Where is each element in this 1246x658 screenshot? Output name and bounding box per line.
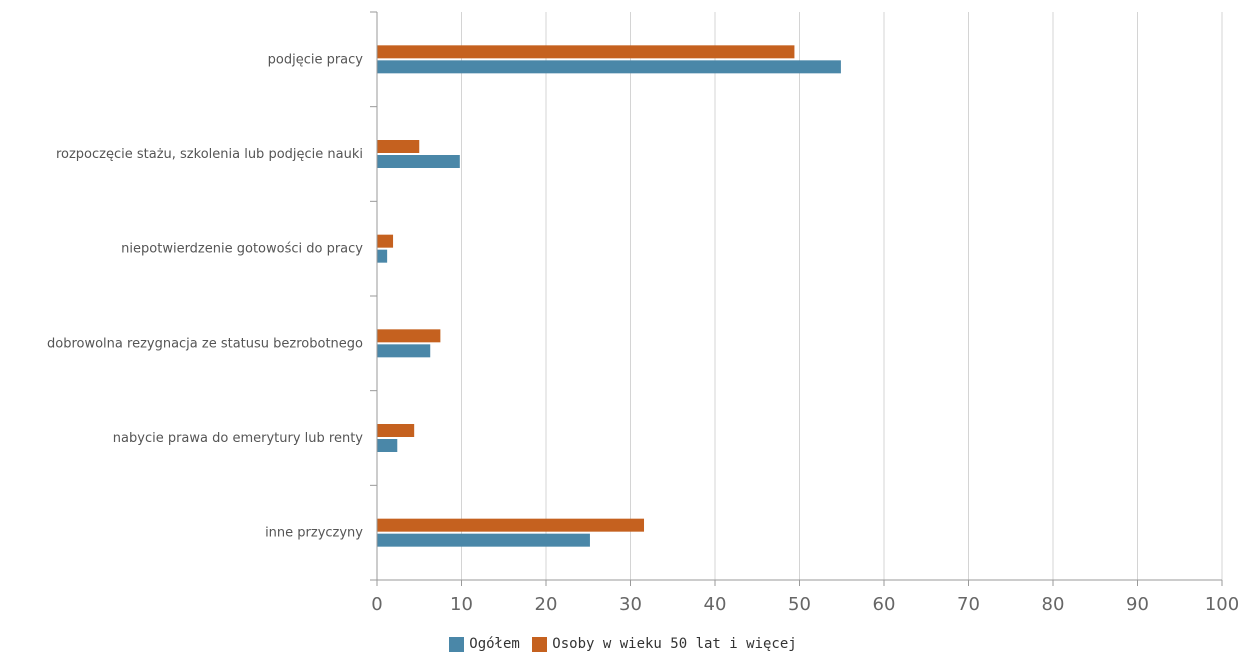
bar-ogolem	[377, 533, 590, 547]
x-tick-label: 70	[957, 594, 980, 615]
bar-ogolem	[377, 60, 841, 74]
x-tick-label: 30	[619, 594, 642, 615]
bar-ogolem	[377, 344, 431, 358]
gridlines	[461, 12, 1223, 580]
bar-50plus	[377, 424, 415, 437]
bars	[377, 45, 841, 547]
bar-50plus	[377, 45, 795, 59]
category-label: podjęcie pracy	[268, 52, 364, 67]
x-tick-label: 90	[1126, 594, 1149, 615]
x-tick-label: 40	[704, 594, 727, 615]
legend-label-ogolem: Ogółem	[469, 636, 520, 652]
legend-item-50plus[interactable]: Osoby w wieku 50 lat i więcej	[532, 636, 797, 652]
category-label: inne przyczyny	[265, 526, 363, 541]
axes	[370, 11, 1223, 586]
bar-50plus	[377, 140, 420, 153]
bar-50plus	[377, 518, 645, 532]
x-tick-label: 10	[450, 594, 473, 615]
category-label: nabycie prawa do emerytury lub renty	[113, 431, 364, 446]
category-label: rozpoczęcie stażu, szkolenia lub podjęci…	[56, 147, 363, 162]
x-tick-label: 80	[1042, 594, 1065, 615]
category-label: niepotwierdzenie gotowości do pracy	[121, 242, 363, 257]
legend: Ogółem Osoby w wieku 50 lat i więcej	[0, 636, 1246, 656]
bar-50plus	[377, 234, 394, 248]
legend-swatch-ogolem	[449, 636, 465, 652]
bar-ogolem	[377, 249, 388, 263]
category-label: dobrowolna rezygnacja ze statusu bezrobo…	[47, 336, 363, 351]
bar-ogolem	[377, 439, 398, 452]
x-tick-labels: 0 10 20 30 40 50 60 70 80 90 100	[371, 594, 1239, 615]
category-labels: podjęcie pracy rozpoczęcie stażu, szkolen…	[47, 52, 363, 540]
bar-ogolem	[377, 155, 460, 168]
legend-item-ogolem[interactable]: Ogółem	[449, 636, 520, 652]
x-tick-label: 100	[1205, 594, 1239, 615]
x-tick-label: 20	[535, 594, 558, 615]
x-tick-label: 60	[873, 594, 896, 615]
x-tick-label: 0	[371, 594, 382, 615]
legend-swatch-50plus	[532, 636, 548, 652]
legend-label-50plus: Osoby w wieku 50 lat i więcej	[552, 636, 797, 652]
bar-50plus	[377, 329, 441, 343]
x-tick-label: 50	[788, 594, 811, 615]
